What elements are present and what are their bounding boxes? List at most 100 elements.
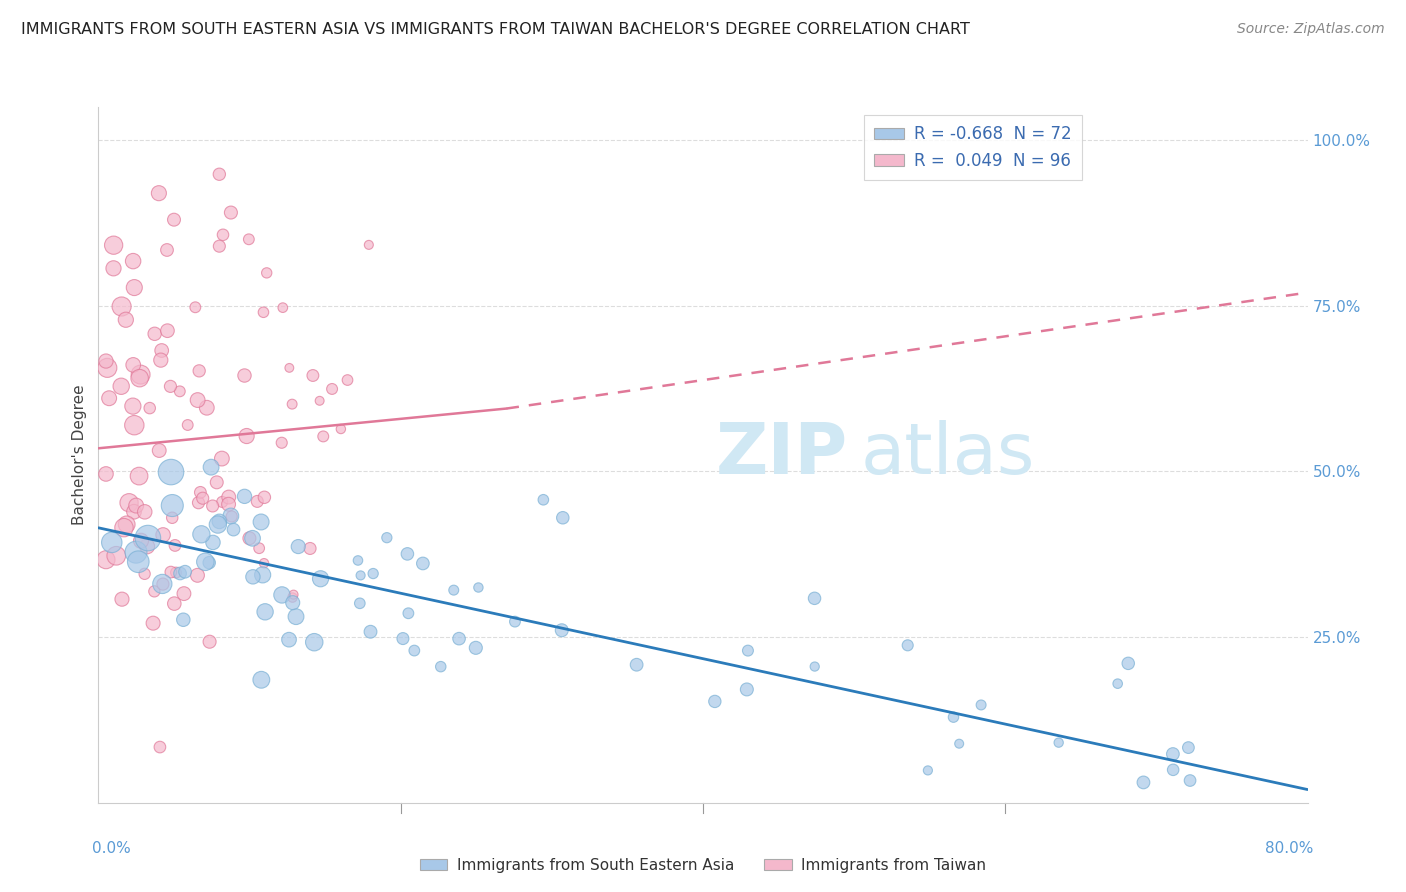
Point (163, 538, 186, 552)
Point (247, 541, 270, 556)
Point (803, 591, 825, 606)
Point (136, 539, 159, 553)
Point (253, 556, 276, 570)
Point (735, 682, 758, 697)
Point (1107, 676, 1129, 690)
Point (254, 605, 277, 619)
Point (142, 616, 165, 631)
Point (205, 475, 228, 490)
Point (100, 535, 122, 549)
Point (218, 490, 240, 504)
Point (160, 465, 183, 479)
Point (125, 499, 148, 513)
Point (309, 572, 332, 586)
Point (103, 261, 125, 276)
Point (169, 384, 191, 399)
Point (246, 494, 269, 508)
Point (219, 205, 242, 219)
Point (143, 584, 166, 599)
Text: ZIP: ZIP (716, 420, 848, 490)
Point (114, 312, 136, 326)
Legend: Immigrants from South Eastern Asia, Immigrants from Taiwan: Immigrants from South Eastern Asia, Immi… (413, 852, 993, 879)
Point (128, 371, 150, 385)
Point (396, 547, 419, 561)
Point (531, 492, 554, 507)
Point (1177, 740, 1199, 755)
Point (349, 596, 371, 610)
Point (207, 517, 229, 532)
Point (160, 565, 183, 579)
Point (194, 555, 217, 569)
Point (250, 673, 273, 687)
Point (122, 358, 145, 372)
Point (129, 533, 152, 548)
Point (361, 566, 384, 581)
Point (159, 379, 181, 393)
Point (174, 565, 197, 579)
Point (112, 521, 135, 535)
Point (98, 391, 121, 405)
Point (256, 266, 278, 280)
Point (94, 354, 117, 368)
Point (187, 496, 209, 510)
Point (191, 491, 214, 506)
Point (233, 489, 256, 503)
Point (118, 496, 141, 510)
Point (122, 505, 145, 519)
Point (198, 634, 221, 648)
Point (125, 545, 148, 559)
Point (94, 552, 117, 566)
Point (148, 186, 170, 201)
Point (148, 443, 170, 458)
Point (152, 577, 174, 591)
Point (156, 324, 179, 338)
Point (375, 531, 398, 545)
Point (103, 238, 125, 252)
Point (186, 568, 208, 582)
Point (177, 417, 200, 432)
Point (96, 360, 118, 375)
Point (942, 710, 965, 724)
Point (1161, 747, 1184, 761)
Point (308, 393, 330, 408)
Point (278, 360, 301, 375)
Point (219, 508, 242, 523)
Point (551, 624, 574, 638)
Point (312, 429, 335, 443)
Point (948, 737, 970, 751)
Point (467, 581, 489, 595)
Point (200, 460, 222, 475)
Text: 0.0%: 0.0% (93, 841, 131, 856)
Point (302, 368, 325, 383)
Point (211, 495, 233, 509)
Point (551, 510, 574, 524)
Point (392, 632, 415, 646)
Point (172, 613, 194, 627)
Point (253, 491, 276, 505)
Point (917, 764, 939, 778)
Point (121, 399, 143, 413)
Point (360, 624, 382, 639)
Point (208, 167, 231, 181)
Point (134, 566, 156, 581)
Point (503, 615, 526, 629)
Point (233, 368, 256, 383)
Point (201, 499, 224, 513)
Point (299, 541, 322, 556)
Point (1161, 763, 1184, 777)
Point (429, 659, 451, 673)
Point (703, 694, 725, 708)
Point (198, 556, 221, 570)
Point (252, 567, 274, 582)
Point (803, 659, 825, 673)
Point (184, 300, 207, 314)
Point (283, 588, 305, 602)
Point (138, 401, 160, 416)
Point (347, 553, 370, 567)
Point (285, 609, 308, 624)
Point (195, 401, 218, 415)
Point (250, 515, 273, 529)
Point (329, 422, 352, 436)
Point (105, 549, 128, 563)
Point (129, 368, 152, 382)
